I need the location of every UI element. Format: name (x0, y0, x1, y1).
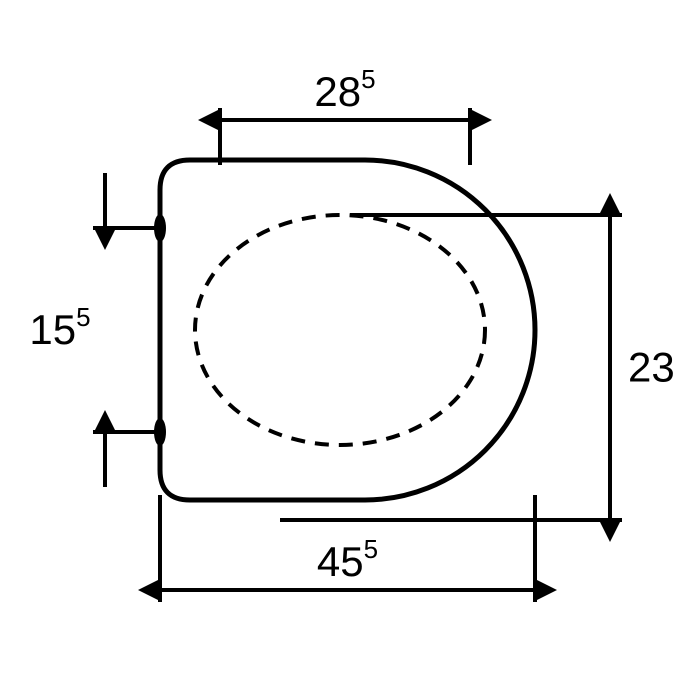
dim-label-top: 285 (314, 64, 375, 115)
dim-label-bottom: 455 (317, 534, 378, 585)
hinge-bump-0 (154, 214, 166, 242)
hinge-bump-1 (154, 418, 166, 446)
seat-outline (160, 160, 535, 500)
dim-label-right: 23 (628, 344, 675, 391)
dim-label-left: 155 (29, 302, 90, 353)
bowl-opening-dashed (195, 215, 485, 445)
dimension-drawing: 285 455 155 23 (0, 0, 696, 696)
